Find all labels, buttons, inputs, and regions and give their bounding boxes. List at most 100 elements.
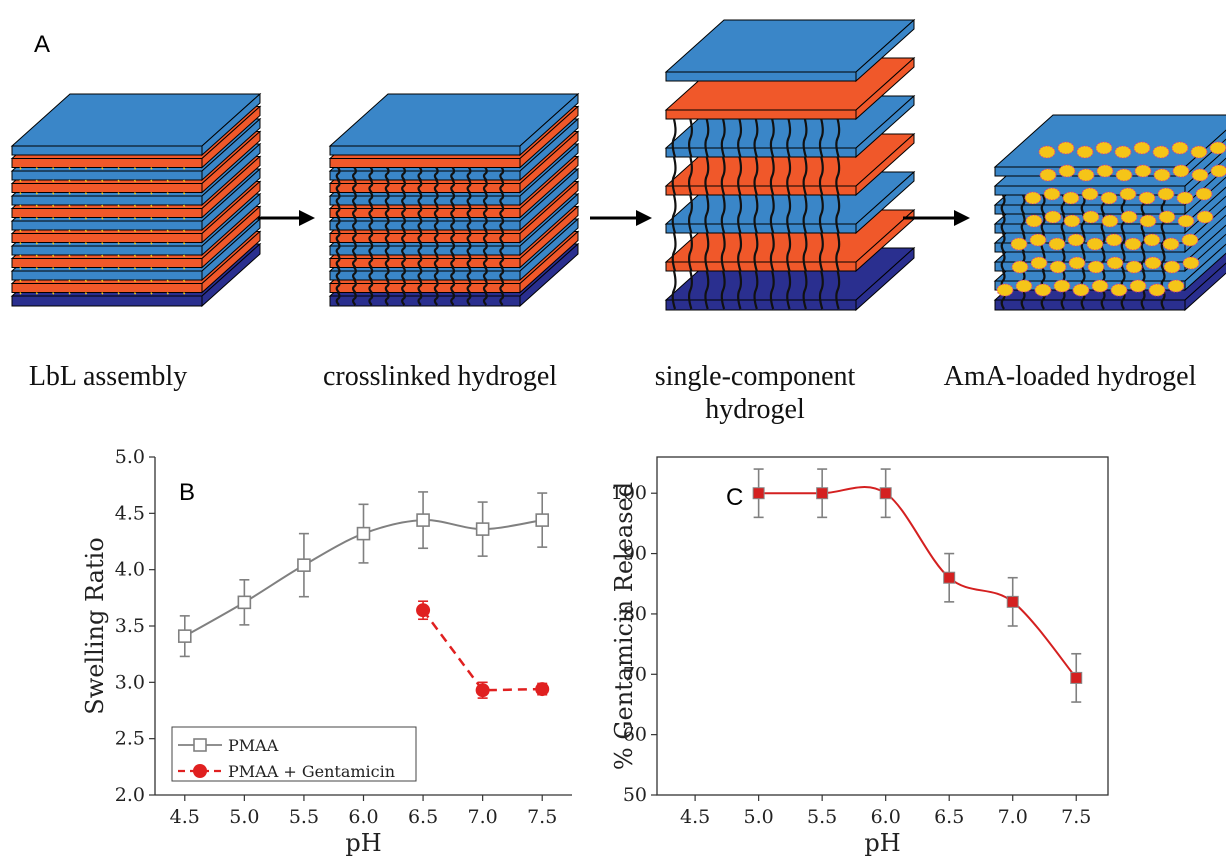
linker bbox=[117, 229, 121, 234]
linker bbox=[35, 229, 40, 234]
linker bbox=[117, 217, 121, 222]
crosslink bbox=[335, 191, 341, 206]
amA-particle bbox=[1158, 210, 1176, 224]
base-layer-front bbox=[665, 299, 857, 311]
crosslink bbox=[802, 270, 808, 310]
linker bbox=[84, 254, 89, 259]
legend-box bbox=[171, 726, 417, 782]
crosslink bbox=[368, 229, 374, 244]
stage-label: crosslinked hydrogel bbox=[323, 361, 557, 392]
linker bbox=[52, 229, 56, 234]
crosslink bbox=[499, 179, 505, 194]
linker bbox=[166, 167, 170, 172]
crosslink bbox=[482, 254, 488, 269]
amA-particle bbox=[1034, 283, 1052, 297]
amA-particle bbox=[1106, 256, 1124, 270]
crosslink bbox=[671, 118, 677, 158]
crosslink bbox=[687, 232, 693, 272]
crosslink bbox=[466, 279, 472, 294]
crosslink bbox=[368, 291, 374, 306]
amA-particle bbox=[1133, 141, 1151, 155]
linker bbox=[68, 292, 72, 297]
data-point bbox=[356, 526, 371, 541]
crosslink bbox=[450, 204, 456, 219]
amA-particle bbox=[1157, 187, 1175, 201]
crosslink bbox=[1040, 194, 1046, 215]
linker bbox=[84, 179, 89, 184]
crosslink bbox=[368, 266, 374, 281]
data-point bbox=[475, 522, 490, 536]
linker bbox=[150, 267, 154, 272]
crosslink bbox=[786, 156, 792, 196]
data-point bbox=[177, 629, 192, 643]
crosslink bbox=[433, 166, 439, 181]
x-tick-label: 7.5 bbox=[527, 806, 557, 828]
data-point bbox=[475, 683, 490, 698]
linker bbox=[150, 204, 154, 209]
amA-particle bbox=[996, 283, 1014, 297]
crosslink bbox=[769, 194, 775, 234]
linker bbox=[52, 167, 56, 172]
layer-front bbox=[665, 147, 857, 158]
crosslink bbox=[687, 270, 693, 310]
linker bbox=[19, 242, 23, 247]
crosslink bbox=[384, 291, 390, 306]
top-layer-side bbox=[855, 18, 915, 83]
layer-front bbox=[665, 223, 857, 234]
crosslink bbox=[1040, 213, 1046, 234]
linker bbox=[68, 204, 72, 209]
crosslink bbox=[433, 279, 439, 294]
linker bbox=[117, 167, 121, 172]
crosslink bbox=[417, 191, 423, 206]
crosslink bbox=[368, 216, 374, 231]
amA-particle bbox=[1044, 210, 1062, 224]
crosslink bbox=[351, 191, 357, 206]
linker bbox=[68, 254, 72, 259]
crosslink bbox=[466, 191, 472, 206]
crosslink bbox=[450, 229, 456, 244]
crosslink bbox=[384, 266, 390, 281]
x-tick-label: 7.0 bbox=[468, 806, 498, 828]
crosslink bbox=[671, 232, 677, 272]
y-tick-label: 50 bbox=[623, 784, 647, 806]
layer-side bbox=[519, 167, 579, 232]
crosslink bbox=[482, 216, 488, 231]
legend-entry: PMAA bbox=[228, 736, 279, 755]
crosslink bbox=[786, 194, 792, 234]
linker bbox=[182, 242, 187, 247]
layer-side bbox=[855, 132, 915, 197]
x-tick-label: 5.0 bbox=[744, 806, 774, 828]
layer-side bbox=[519, 155, 579, 219]
data-point bbox=[752, 487, 765, 500]
layer-side bbox=[519, 117, 579, 182]
layer-side bbox=[519, 130, 579, 194]
amA-particle bbox=[1163, 260, 1181, 274]
linker bbox=[101, 279, 105, 284]
layer-front bbox=[11, 270, 203, 281]
linker bbox=[117, 204, 121, 209]
crosslink bbox=[433, 191, 439, 206]
linker bbox=[166, 229, 170, 234]
linker bbox=[117, 192, 121, 197]
crosslink bbox=[351, 229, 357, 244]
amA-particle bbox=[1068, 256, 1086, 270]
crosslink bbox=[368, 254, 374, 269]
layer-front bbox=[11, 258, 203, 268]
crosslink bbox=[450, 191, 456, 206]
linker bbox=[182, 217, 187, 222]
layer-side bbox=[201, 167, 261, 232]
layer-side bbox=[201, 192, 261, 257]
crosslink bbox=[417, 216, 423, 231]
crosslink bbox=[351, 254, 357, 269]
crosslink bbox=[499, 291, 505, 306]
linker bbox=[19, 229, 23, 234]
layer-front bbox=[11, 183, 203, 193]
linker bbox=[35, 279, 40, 284]
amA-particle bbox=[1176, 191, 1194, 205]
layer-front bbox=[329, 208, 521, 218]
linker bbox=[35, 192, 40, 197]
crosslink bbox=[450, 266, 456, 281]
crosslink bbox=[335, 241, 341, 256]
linker bbox=[182, 267, 187, 272]
crosslink bbox=[450, 166, 456, 181]
